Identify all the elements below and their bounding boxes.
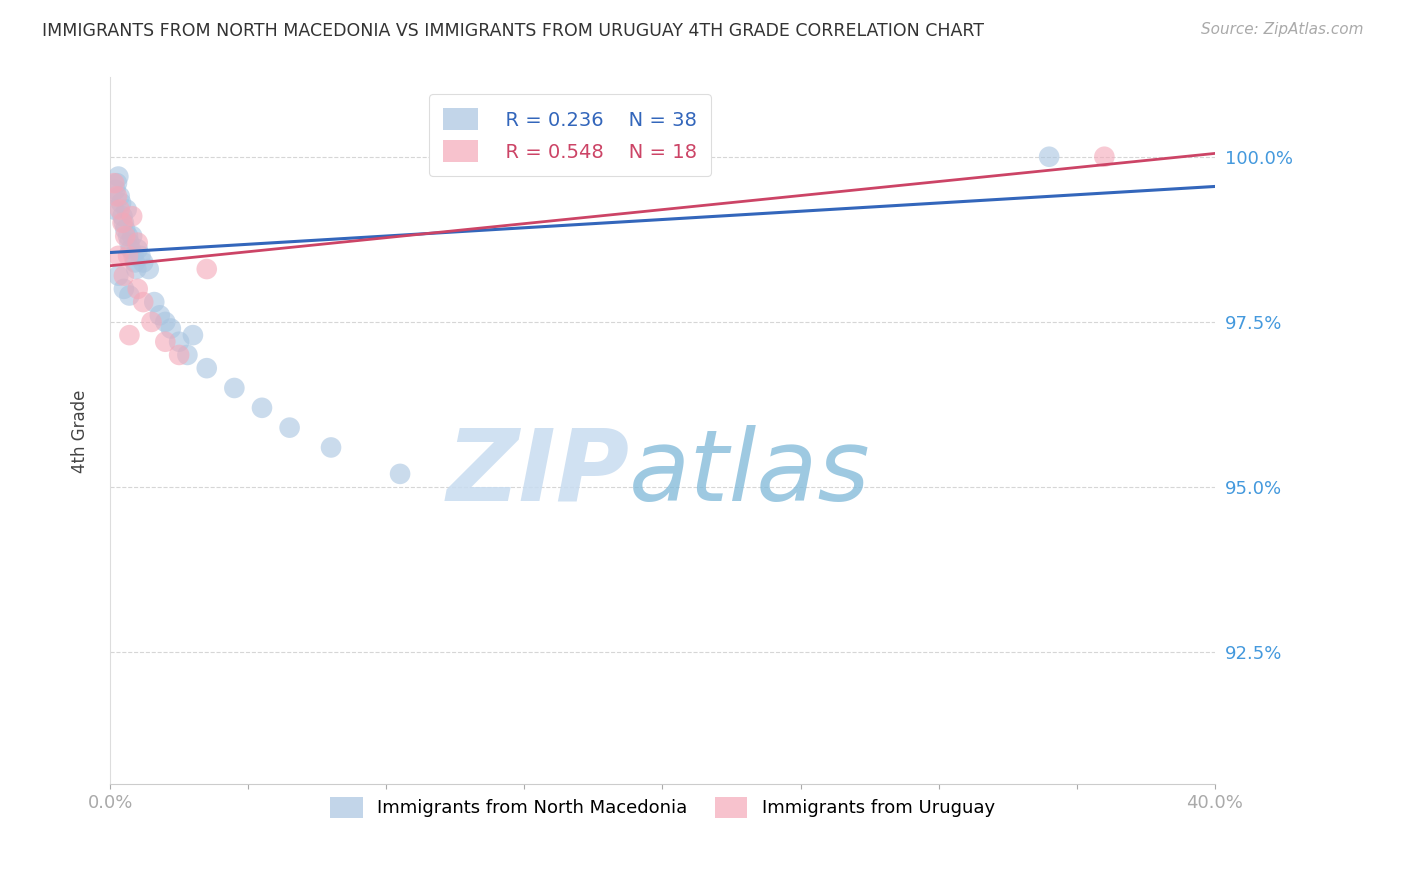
Point xyxy=(105,176,128,190)
Text: atlas: atlas xyxy=(630,425,870,522)
Point xyxy=(112,268,135,283)
Point xyxy=(160,321,183,335)
Point xyxy=(112,282,135,296)
Point xyxy=(167,348,190,362)
Point xyxy=(195,361,218,376)
Point xyxy=(118,328,141,343)
Point xyxy=(107,169,129,184)
Point xyxy=(103,176,125,190)
Point xyxy=(143,295,166,310)
Point xyxy=(138,262,160,277)
Point xyxy=(117,249,139,263)
Text: IMMIGRANTS FROM NORTH MACEDONIA VS IMMIGRANTS FROM URUGUAY 4TH GRADE CORRELATION: IMMIGRANTS FROM NORTH MACEDONIA VS IMMIG… xyxy=(42,22,984,40)
Point xyxy=(195,262,218,277)
Point xyxy=(132,295,155,310)
Point xyxy=(181,328,204,343)
Point xyxy=(155,334,177,349)
Point xyxy=(104,183,127,197)
Point xyxy=(167,334,190,349)
Point xyxy=(319,441,342,455)
Point xyxy=(132,255,155,269)
Point xyxy=(122,249,145,263)
Point xyxy=(110,196,132,211)
Point xyxy=(107,249,129,263)
Point xyxy=(141,315,163,329)
Point xyxy=(127,235,149,250)
Point xyxy=(105,189,128,203)
Point xyxy=(112,216,135,230)
Point xyxy=(127,282,149,296)
Point xyxy=(108,202,131,217)
Point xyxy=(1038,150,1060,164)
Point xyxy=(129,249,152,263)
Point xyxy=(107,268,129,283)
Point xyxy=(118,235,141,250)
Point xyxy=(278,420,301,434)
Point xyxy=(121,209,143,223)
Point xyxy=(111,216,134,230)
Point xyxy=(120,242,142,256)
Point xyxy=(389,467,412,481)
Point xyxy=(1092,150,1115,164)
Point xyxy=(117,229,139,244)
Point xyxy=(127,242,149,256)
Point xyxy=(124,255,146,269)
Point xyxy=(121,229,143,244)
Point xyxy=(224,381,246,395)
Legend: Immigrants from North Macedonia, Immigrants from Uruguay: Immigrants from North Macedonia, Immigra… xyxy=(323,789,1002,825)
Point xyxy=(149,308,172,322)
Text: Source: ZipAtlas.com: Source: ZipAtlas.com xyxy=(1201,22,1364,37)
Point xyxy=(125,262,148,277)
Point xyxy=(103,202,125,217)
Point xyxy=(108,189,131,203)
Text: ZIP: ZIP xyxy=(446,425,630,522)
Point xyxy=(114,229,136,244)
Y-axis label: 4th Grade: 4th Grade xyxy=(72,389,89,473)
Point xyxy=(250,401,273,415)
Point xyxy=(155,315,177,329)
Point xyxy=(118,288,141,302)
Point xyxy=(111,209,134,223)
Point xyxy=(115,202,138,217)
Point xyxy=(176,348,198,362)
Point xyxy=(114,222,136,236)
